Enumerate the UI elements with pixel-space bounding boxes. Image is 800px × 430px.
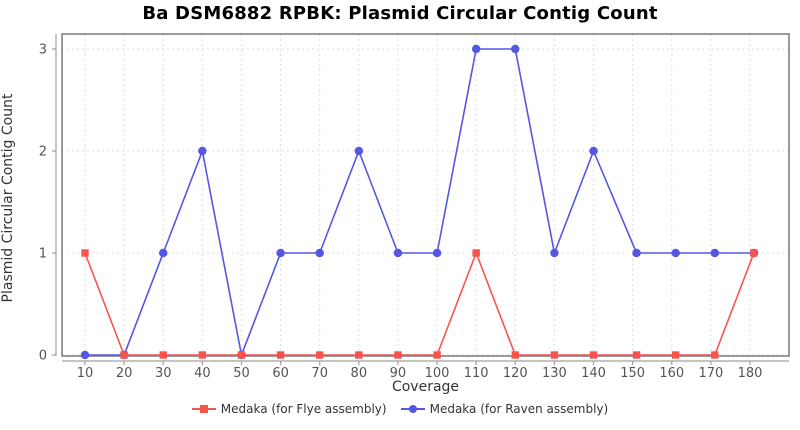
flye-series-swatch xyxy=(191,403,216,415)
svg-text:150: 150 xyxy=(620,366,645,381)
svg-text:140: 140 xyxy=(581,366,606,381)
svg-text:30: 30 xyxy=(155,366,172,381)
raven-circle-marker-icon xyxy=(408,405,417,413)
legend-label-flye: Medaka (for Flye assembly) xyxy=(220,402,387,416)
svg-text:1: 1 xyxy=(39,247,47,262)
svg-text:170: 170 xyxy=(698,366,723,381)
flye-square-marker-icon xyxy=(199,405,208,413)
legend-item-flye: Medaka (for Flye assembly) xyxy=(191,402,387,416)
raven-series-swatch xyxy=(400,403,425,415)
svg-text:3: 3 xyxy=(39,43,47,58)
svg-text:50: 50 xyxy=(233,366,250,381)
svg-text:120: 120 xyxy=(503,366,528,381)
svg-text:20: 20 xyxy=(116,366,133,381)
svg-text:90: 90 xyxy=(390,366,407,381)
chart-title: Ba DSM6882 RPBK: Plasmid Circular Contig… xyxy=(142,3,658,24)
svg-text:40: 40 xyxy=(194,366,211,381)
svg-text:60: 60 xyxy=(272,366,289,381)
svg-text:2: 2 xyxy=(39,145,47,160)
x-axis-title: Coverage xyxy=(391,379,460,395)
svg-text:70: 70 xyxy=(311,366,328,381)
svg-text:160: 160 xyxy=(659,366,684,381)
svg-text:80: 80 xyxy=(351,366,368,381)
legend-item-raven: Medaka (for Raven assembly) xyxy=(400,402,609,416)
svg-text:0: 0 xyxy=(39,349,47,364)
legend-label-raven: Medaka (for Raven assembly) xyxy=(429,402,609,416)
svg-text:130: 130 xyxy=(542,366,567,381)
svg-text:110: 110 xyxy=(464,366,489,381)
legend: Medaka (for Flye assembly) Medaka (for R… xyxy=(0,402,800,416)
svg-text:10: 10 xyxy=(77,366,94,381)
svg-text:100: 100 xyxy=(425,366,450,381)
svg-text:180: 180 xyxy=(738,366,763,381)
